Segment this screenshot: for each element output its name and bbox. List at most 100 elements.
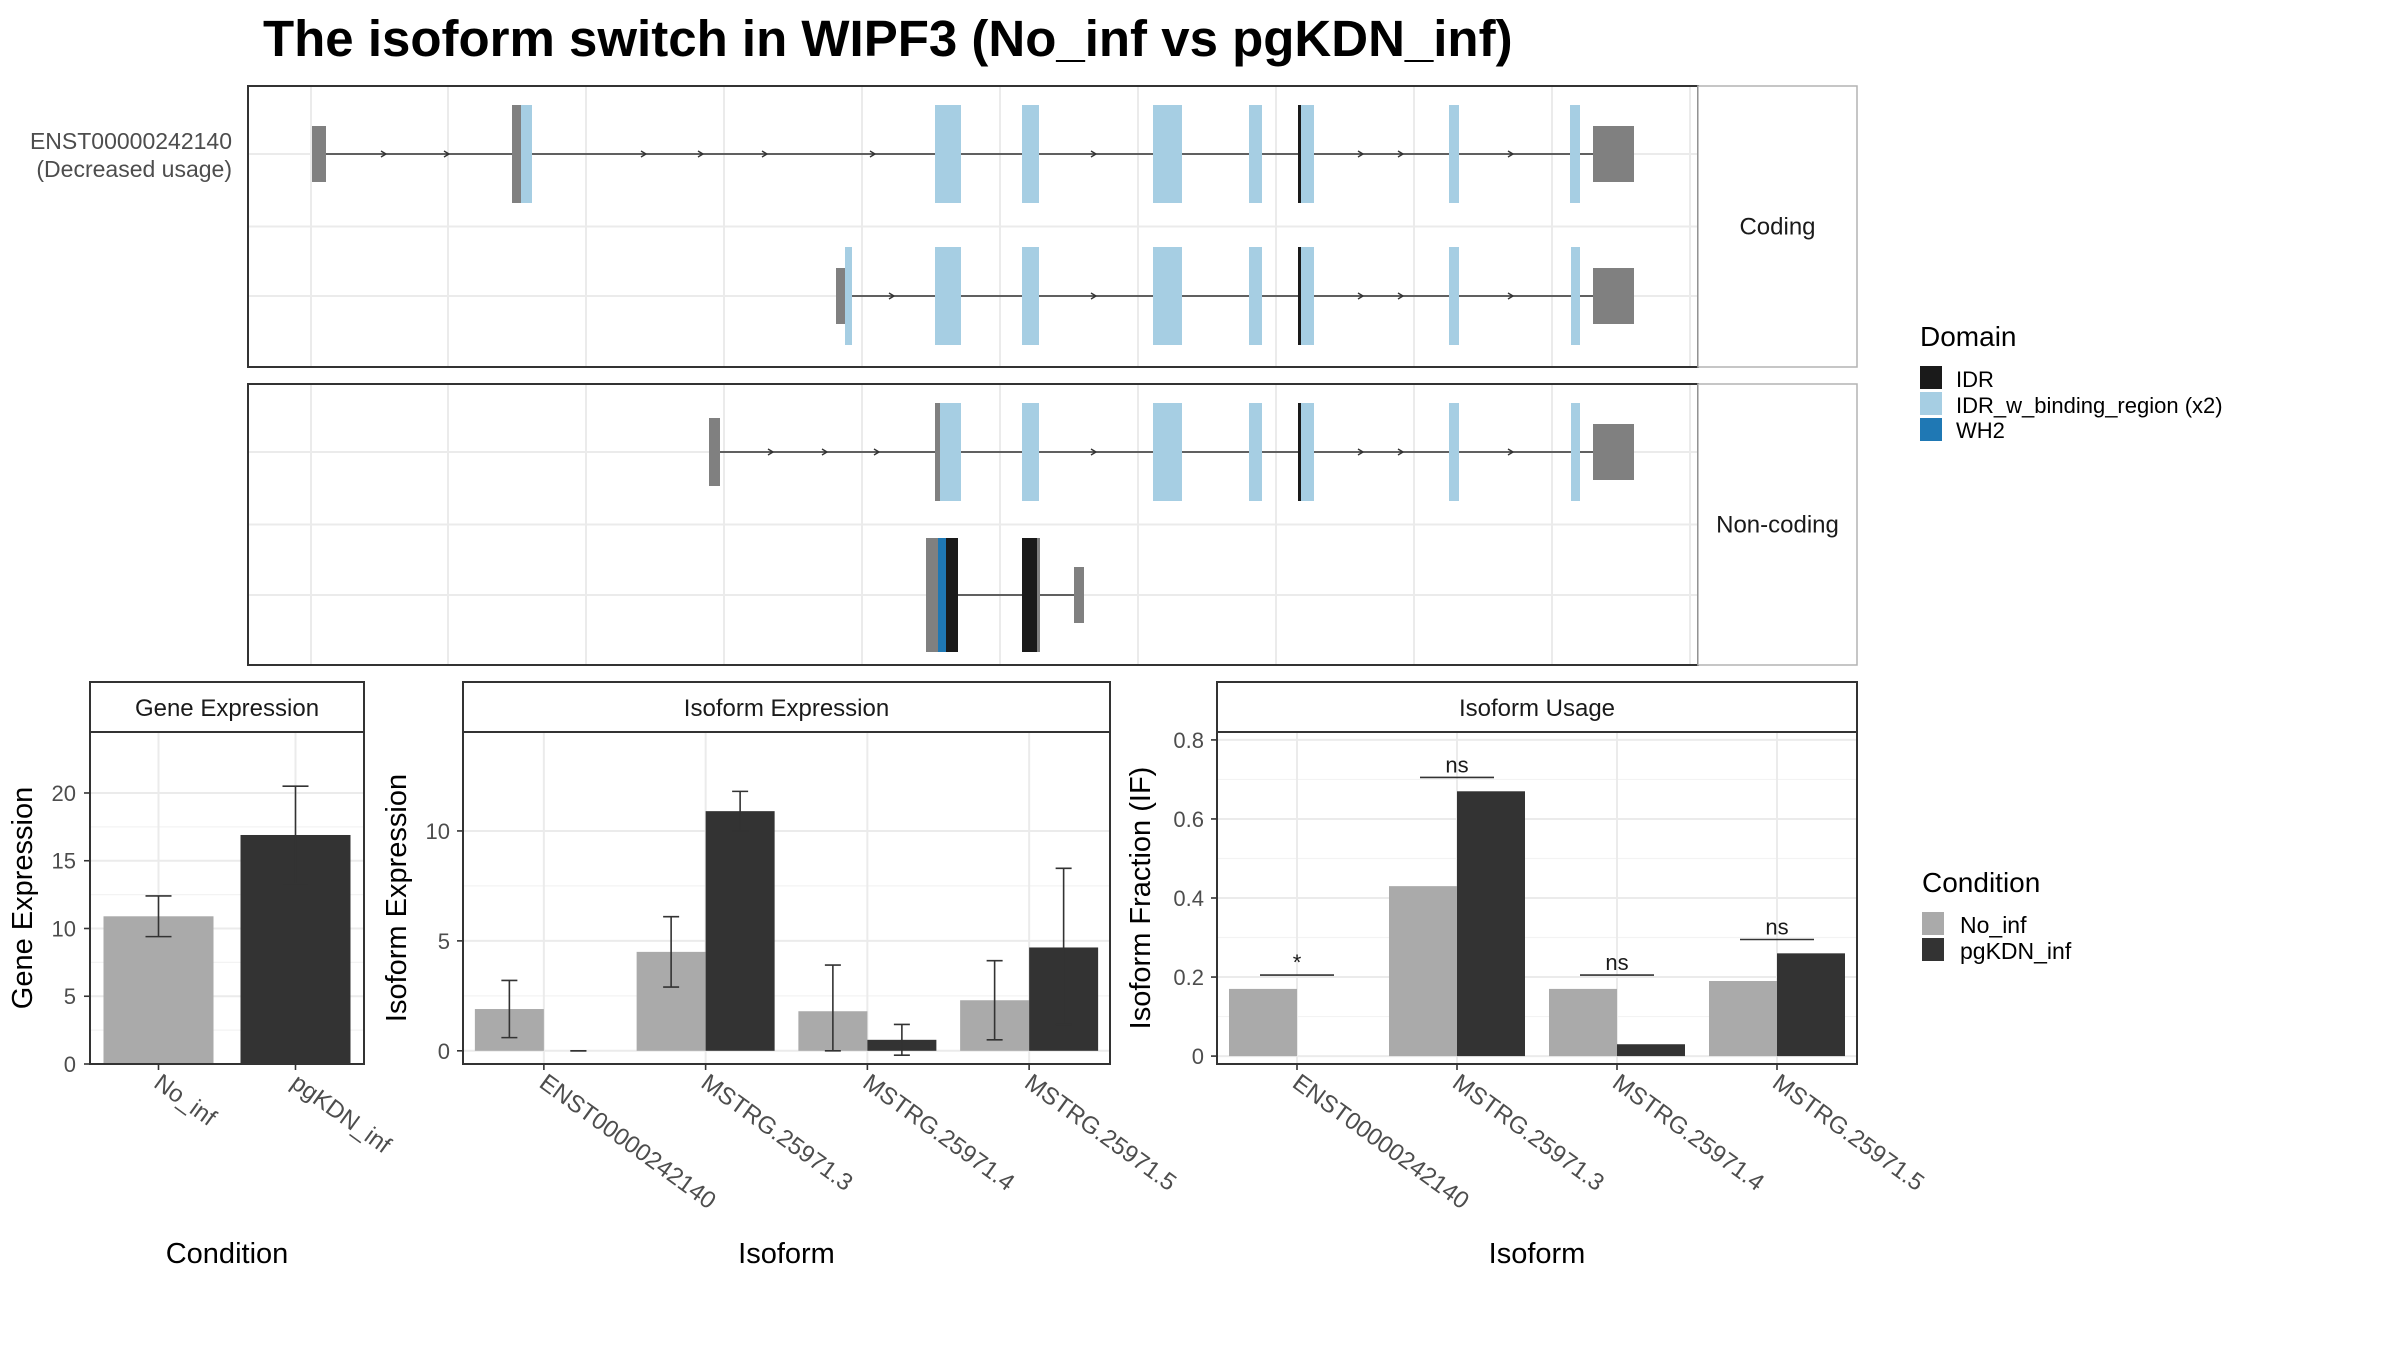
domain-bind [1153, 247, 1182, 345]
error-bar [986, 959, 1003, 1041]
strand-arrow [888, 292, 896, 300]
legend-swatch-wh2 [1920, 418, 1942, 441]
legend-swatch-no-inf [1922, 912, 1944, 935]
facet-strip-label: Isoform Expression [684, 695, 889, 722]
domain-bind [935, 105, 961, 203]
y-tick-label: 0 [64, 1052, 76, 1077]
x-tick-label: ENST00000242140 [1287, 1069, 1473, 1215]
usage-label: (Decreased usage) [36, 156, 232, 182]
domain-bind [521, 105, 532, 203]
x-tick-label: No_inf [149, 1069, 221, 1132]
error-bar [145, 895, 172, 938]
domain-bind [1449, 247, 1459, 345]
domain-bind [1571, 105, 1580, 203]
y-tick-label: 10 [426, 819, 450, 844]
legend-swatch-idr [1920, 366, 1942, 389]
x-tick-label: MSTRG.25971.3 [696, 1069, 858, 1197]
domain-idr [946, 538, 958, 652]
bar-pgkdn-inf-mstrg-25971-3 [1457, 791, 1525, 1057]
y-tick-label: 0.6 [1173, 807, 1204, 832]
strand-arrow [443, 150, 451, 158]
chart-gene-expression: Gene Expression 0 5 10 15 20 No_inf pgKDN_inf Co… [7, 681, 396, 1270]
significance-marker: * [1260, 950, 1334, 976]
y-tick-label: 5 [438, 929, 450, 954]
bar-no-inf-mstrg-25971-4 [1549, 988, 1617, 1057]
legend-label-idr: IDR [1956, 367, 1994, 392]
domain-bind [1022, 105, 1039, 203]
domain-bind [1298, 105, 1314, 203]
strand-arrow [380, 150, 388, 158]
domain-bind [1449, 105, 1459, 203]
y-tick-label: 0.4 [1173, 886, 1204, 911]
facet-strip-label: Isoform Usage [1459, 695, 1615, 722]
facet-strip-label: Coding [1739, 214, 1815, 241]
significance-label: * [1293, 950, 1302, 975]
legend-label-no-inf: No_inf [1960, 912, 2027, 938]
condition-legend: Condition No_inf pgKDN_inf [1922, 867, 2072, 964]
transcript-mstrg-25971-3 [709, 403, 1634, 501]
error-bar [501, 979, 518, 1039]
y-tick-label: 0 [1192, 1044, 1204, 1069]
domain-legend: Domain IDR IDR_w_binding_region (x2) WH2 [1920, 321, 2223, 443]
error-bar [663, 915, 680, 988]
y-tick-label: 0.2 [1173, 965, 1204, 990]
transcript-enst00000242140: ENST00000242140(Decreased usage) [30, 105, 1634, 203]
domain-bind [1449, 403, 1459, 501]
legend-label-pgkdn-inf: pgKDN_inf [1960, 938, 2072, 964]
x-axis-title: Isoform [738, 1238, 835, 1270]
facet-strip [1216, 681, 1858, 733]
x-axis-title: Isoform [1489, 1238, 1586, 1270]
error-bar [732, 790, 749, 832]
x-tick-label: pgKDN_inf [286, 1069, 396, 1159]
x-tick-label: MSTRG.25971.5 [1020, 1069, 1182, 1197]
domain-bind [1249, 105, 1262, 203]
domain-bind [1022, 403, 1039, 501]
domain-idr [1022, 538, 1032, 652]
strand-arrow [1090, 448, 1098, 456]
strand-arrow [761, 150, 769, 158]
significance-label: ns [1605, 950, 1628, 975]
strand-arrow [1397, 150, 1405, 158]
bar-no-inf-enst00000242140 [1229, 988, 1297, 1057]
expression-bar-charts: Gene Expression 0 5 10 15 20 No_inf pgKDN_inf Co… [7, 681, 1929, 1270]
chart-isoform-expression: Isoform Expression0510ENST00000242140MST… [381, 681, 1182, 1270]
y-tick-label: 15 [52, 849, 76, 874]
strand-arrow [1507, 150, 1515, 158]
exon [1593, 268, 1634, 324]
figure-title: The isoform switch in WIPF3 (No_inf vs p… [263, 10, 1513, 67]
x-tick-label: ENST00000242140 [534, 1069, 720, 1215]
strand-arrow [1357, 448, 1365, 456]
strand-arrow [869, 150, 877, 158]
strand-arrow [1397, 448, 1405, 456]
strand-arrow [1357, 292, 1365, 300]
domain-bind [1298, 247, 1314, 345]
exon [1593, 126, 1634, 182]
strand-arrow [1090, 150, 1098, 158]
facet-strip [1697, 85, 1858, 368]
domain-wh2 [938, 538, 946, 652]
isoform-structure-plot: ENST00000242140(Decreased usage) Coding No… [30, 85, 1858, 666]
domain-bind [1571, 247, 1580, 345]
significance-label: ns [1445, 752, 1468, 777]
domain-bind [1249, 403, 1262, 501]
strand-arrow [1357, 150, 1365, 158]
y-tick-label: 10 [52, 916, 76, 941]
facet-strip [1697, 383, 1858, 666]
exon [1074, 567, 1084, 623]
legend-label-wh2: WH2 [1956, 418, 2005, 443]
y-axis-title: Isoform Fraction (IF) [1125, 767, 1157, 1030]
domain-bind [1153, 105, 1182, 203]
domain-idr [1298, 403, 1301, 501]
bar-pgkdn-inf-mstrg-25971-3 [705, 811, 775, 1051]
condition-legend-title: Condition [1922, 867, 2040, 898]
y-tick-label: 0.8 [1173, 728, 1204, 753]
domain-bind [940, 403, 961, 501]
transcript-mstrg-25971-4 [836, 247, 1634, 345]
chart-isoform-usage: * ns ns ns Isoform Usage 0 0.2 0.4 0.6 0.8 ENST000… [1125, 681, 1929, 1270]
y-tick-label: 20 [52, 781, 76, 806]
facet-strip [462, 681, 1111, 733]
strand-arrow [640, 150, 648, 158]
bar-pgkdn-inf-mstrg-25971-5 [1777, 953, 1845, 1057]
domain-bind [1298, 403, 1314, 501]
